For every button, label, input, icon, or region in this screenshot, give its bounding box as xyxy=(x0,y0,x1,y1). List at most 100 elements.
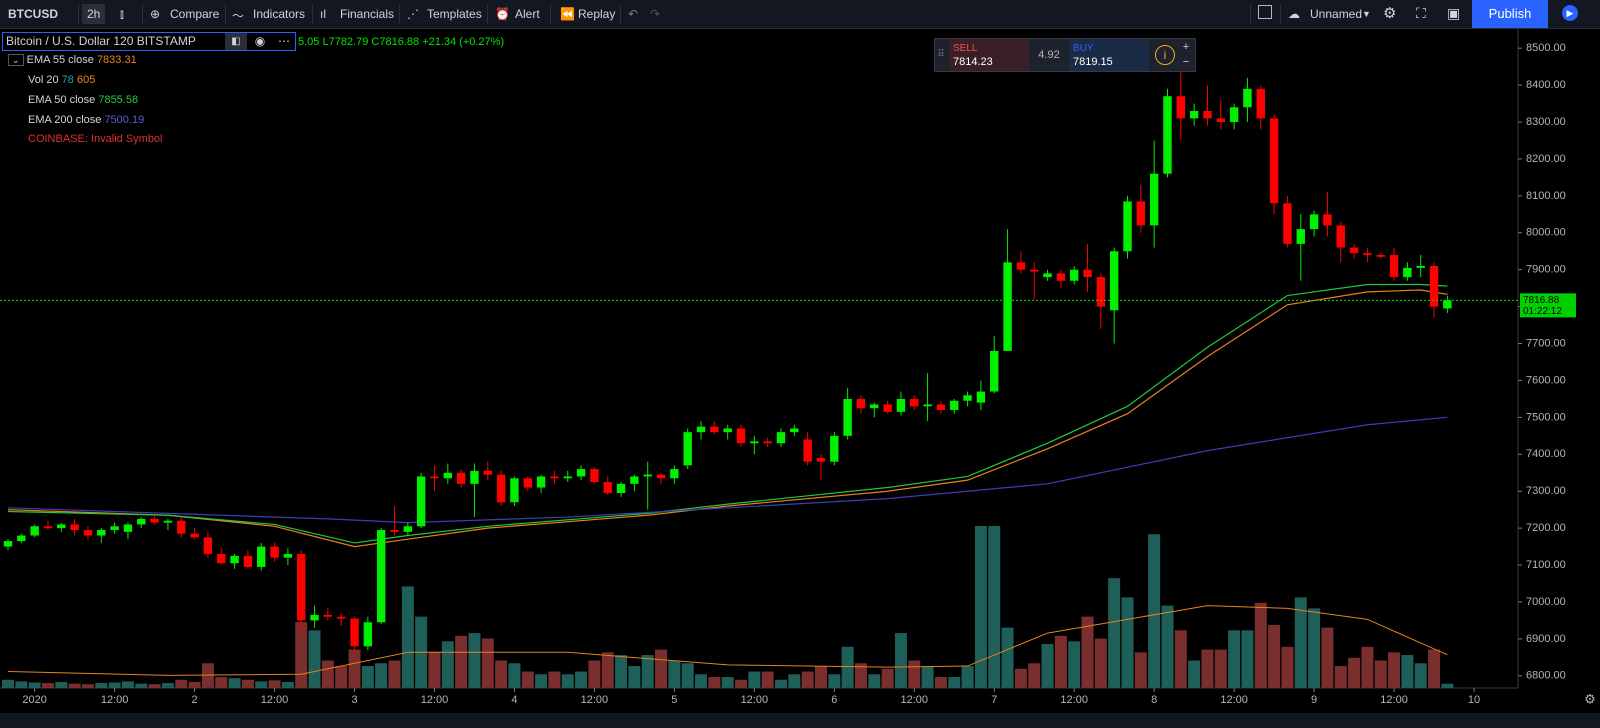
candle-body xyxy=(1389,254,1399,278)
candle-body xyxy=(310,614,319,621)
undo[interactable]: ↶ xyxy=(628,7,639,21)
financials[interactable]: Financials xyxy=(340,7,395,21)
axis-settings[interactable]: ⚙ xyxy=(1584,691,1596,706)
candle-body xyxy=(1363,253,1372,255)
volume-bar xyxy=(641,655,654,688)
templates-icon: ⋰ xyxy=(407,7,419,21)
drag-handle[interactable]: ⠿ xyxy=(937,49,945,60)
candle-body xyxy=(1030,269,1039,272)
separator xyxy=(1280,4,1281,24)
candle-body xyxy=(496,474,506,503)
replay[interactable]: Replay xyxy=(578,7,616,21)
candle-body xyxy=(177,520,186,534)
last-price-box xyxy=(1520,293,1576,318)
volume-bar xyxy=(948,677,961,688)
candle-body xyxy=(1043,273,1052,278)
sell-button[interactable]: SELL 7814.23 xyxy=(949,39,1029,71)
templates[interactable]: Templates xyxy=(427,7,482,21)
publish-button[interactable]: Publish xyxy=(1472,0,1548,28)
volume-bar xyxy=(1001,627,1014,688)
candle-body xyxy=(1163,96,1172,174)
y-tick-label: 7000.00 xyxy=(1526,596,1566,608)
info-icon[interactable]: i xyxy=(1155,45,1175,65)
candle-body xyxy=(150,518,159,523)
y-tick-label: 6900.00 xyxy=(1526,633,1566,645)
ema55-legend: ⌄ EMA 55 close 7833.31 xyxy=(8,54,137,66)
volume-bar xyxy=(121,681,134,688)
layout-icon[interactable] xyxy=(1258,5,1272,19)
x-tick-label: 9 xyxy=(1311,694,1317,706)
plus[interactable]: + xyxy=(1182,41,1190,53)
candle-body xyxy=(736,428,746,444)
financials-icon: ıl xyxy=(320,7,326,21)
volume-bar xyxy=(15,681,28,688)
candle-body xyxy=(350,618,359,647)
y-tick-label: 7100.00 xyxy=(1526,559,1566,571)
volume-bar xyxy=(1228,630,1241,688)
alert[interactable]: Alert xyxy=(515,7,540,21)
replay-icon: ⏪ xyxy=(560,7,575,21)
volume-bar xyxy=(81,684,94,688)
x-tick-label: 4 xyxy=(511,694,517,706)
candle-body xyxy=(203,537,213,554)
fullscreen[interactable]: ⛶ xyxy=(1416,5,1426,21)
candle-body xyxy=(43,526,53,529)
candle-body xyxy=(230,555,239,564)
volume-bar xyxy=(348,649,361,688)
volume-bar xyxy=(735,679,748,688)
ema-line xyxy=(7,289,1448,548)
more-button[interactable]: ⋯ xyxy=(278,34,290,48)
volume-bar xyxy=(108,682,121,688)
minus[interactable]: − xyxy=(1182,56,1190,68)
chart-style-icon[interactable]: ⫾ xyxy=(120,7,124,21)
volume-bar xyxy=(281,681,294,688)
volume-bar xyxy=(335,666,348,688)
candle-body xyxy=(990,350,999,392)
volume-bar xyxy=(401,586,414,688)
candle-body xyxy=(1203,110,1212,119)
candle-body xyxy=(1149,173,1159,226)
eye-button[interactable]: ◉ xyxy=(254,34,266,48)
candle-body xyxy=(830,435,839,462)
compare[interactable]: Compare xyxy=(170,7,220,21)
candle-body xyxy=(950,400,959,411)
buy-label: BUY xyxy=(1073,43,1094,54)
volume-bar xyxy=(1361,646,1374,688)
layout-caret[interactable]: ▼ xyxy=(1362,9,1371,19)
volume-bar xyxy=(68,683,81,688)
candle-body xyxy=(17,535,26,542)
screenshot[interactable]: ▣ xyxy=(1447,5,1461,21)
symbol[interactable]: BTCUSD xyxy=(8,7,58,21)
vol-legend: Vol 20 78 605 xyxy=(28,74,95,86)
settings[interactable]: ⚙ xyxy=(1383,5,1397,22)
buy-button[interactable]: BUY 7819.15 xyxy=(1069,39,1149,71)
volume-bar xyxy=(55,681,68,688)
interval[interactable]: 2h xyxy=(82,4,106,24)
volume-bar xyxy=(495,660,508,688)
candle-body xyxy=(776,432,786,444)
candle-body xyxy=(190,533,199,538)
volume-bar xyxy=(1388,652,1401,688)
hide-button[interactable]: ◧ xyxy=(225,33,247,50)
layout-name[interactable]: Unnamed xyxy=(1310,7,1363,21)
candle-body xyxy=(30,526,39,536)
indicators[interactable]: Indicators xyxy=(253,7,306,21)
volume-bar xyxy=(628,666,641,688)
candle-body xyxy=(1003,262,1012,351)
candle-body xyxy=(856,398,866,409)
redo[interactable]: ↷ xyxy=(650,7,661,21)
play-button[interactable]: ▶ xyxy=(1562,5,1578,21)
volume-bar xyxy=(1441,683,1454,688)
candle-body xyxy=(816,457,826,462)
candle-body xyxy=(403,526,413,532)
candle-body xyxy=(1309,214,1319,230)
collapse[interactable]: ⌄ xyxy=(8,54,24,66)
volume-bar xyxy=(1281,646,1294,688)
volume-bar xyxy=(575,671,588,688)
volume-bar xyxy=(455,635,468,688)
volume-bar xyxy=(1348,657,1361,688)
candle-body xyxy=(1096,277,1106,307)
volume-bar xyxy=(1214,649,1227,688)
volume-bar xyxy=(1254,602,1267,688)
candle-body xyxy=(243,555,253,567)
